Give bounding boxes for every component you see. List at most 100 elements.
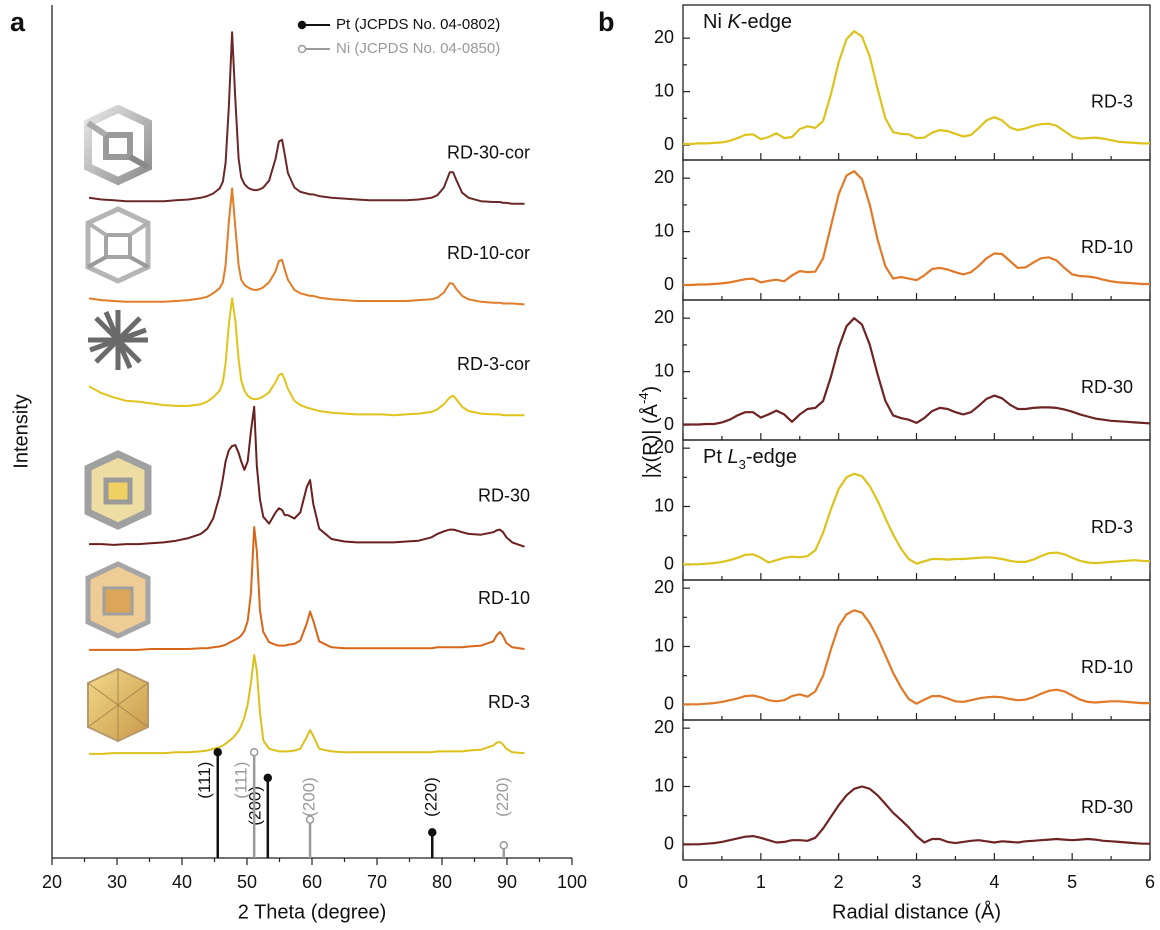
curve-label: RD-3-cor <box>457 354 530 374</box>
y-tick-label: 10 <box>654 775 674 795</box>
y-tick-label: 20 <box>654 167 674 187</box>
x-tick-label: 2 <box>834 872 844 892</box>
reference-label: (220) <box>493 777 512 817</box>
x-tick-label: 4 <box>989 872 999 892</box>
subplot-title: Pt L3-edge <box>703 446 797 472</box>
exafs-curve <box>683 30 1150 146</box>
y-tick-label: 20 <box>654 577 674 597</box>
x-tick-label: 100 <box>557 872 587 892</box>
x-tick-label: 40 <box>172 872 192 892</box>
y-tick-label: 10 <box>654 220 674 240</box>
x-tick-label: 60 <box>302 872 322 892</box>
exafs-curve <box>683 317 1151 426</box>
y-tick-label: 20 <box>654 437 674 457</box>
curve-label: RD-3 <box>1091 91 1133 111</box>
y-tick-label: 0 <box>664 414 674 434</box>
reference-marker <box>249 747 259 757</box>
reference-marker <box>213 747 222 757</box>
subplot-title-part: 3 <box>739 457 746 472</box>
curve-label: RD-10 <box>478 588 530 608</box>
x-tick-label: 30 <box>107 872 127 892</box>
panel-letter: a <box>10 7 26 37</box>
curve-label: RD-10 <box>1081 237 1133 257</box>
icon-core-shell <box>85 561 151 639</box>
subplot-title-part: Ni <box>703 11 727 33</box>
reference-label: (111) <box>232 762 251 799</box>
xrd-curve <box>89 526 525 651</box>
curve-label: RD-3 <box>488 692 530 712</box>
icon-spikes <box>88 310 148 370</box>
y-axis-label-part: ) <box>640 386 662 393</box>
y-tick-label: 10 <box>654 495 674 515</box>
curve-label: RD-30 <box>478 485 530 505</box>
subplot-title: Ni K-edge <box>703 11 792 33</box>
legend-marker <box>297 20 307 30</box>
xrd-curve <box>88 297 525 417</box>
y-tick-label: 0 <box>664 834 674 854</box>
curve-label: RD-10 <box>1081 657 1133 677</box>
subplot-title-part: Pt <box>703 446 727 468</box>
x-tick-label: 0 <box>678 872 688 892</box>
y-tick-label: 0 <box>664 134 674 154</box>
y-tick-label: 0 <box>664 694 674 714</box>
exafs-curve <box>683 170 1150 287</box>
reference-label: (111) <box>195 762 214 799</box>
subplot-title-part: L <box>727 446 738 468</box>
y-axis-label-part: -4 <box>636 392 651 404</box>
subplot-frame <box>682 299 1151 441</box>
legend-label: Pt (JCPDS No. 04-0802) <box>336 16 500 33</box>
x-tick-label: 1 <box>756 872 766 892</box>
legend-marker <box>297 44 307 54</box>
icon-frame-thin <box>85 206 151 284</box>
panel-letter: b <box>598 7 615 37</box>
y-axis-label-part: |χ(R)| (Å <box>639 403 662 478</box>
y-axis-label: |χ(R)| (Å-4) <box>636 386 662 478</box>
xrd-curve <box>88 187 525 306</box>
y-tick-label: 20 <box>654 307 674 327</box>
subplot-title-part: K <box>727 11 742 33</box>
reference-marker <box>263 773 273 783</box>
curve-label: RD-10-cor <box>447 243 530 263</box>
curve-label: RD-30-cor <box>447 142 530 162</box>
x-tick-label: 80 <box>432 872 452 892</box>
x-tick-label: 90 <box>497 872 517 892</box>
x-axis-label: 2 Theta (degree) <box>238 901 387 923</box>
exafs-curve <box>683 785 1150 846</box>
exafs-curve <box>683 609 1150 706</box>
x-tick-label: 5 <box>1067 872 1077 892</box>
y-tick-label: 0 <box>664 554 674 574</box>
y-axis-label: Intensity <box>10 394 32 468</box>
y-tick-label: 10 <box>654 635 674 655</box>
exafs-curve <box>683 472 1151 566</box>
y-tick-label: 10 <box>654 80 674 100</box>
subplot-title-part: -edge <box>741 11 792 33</box>
x-tick-label: 70 <box>367 872 387 892</box>
y-tick-label: 0 <box>664 274 674 294</box>
legend-label: Ni (JCPDS No. 04-0850) <box>336 40 500 57</box>
curve-label: RD-30 <box>1081 797 1133 817</box>
x-tick-label: 3 <box>911 872 921 892</box>
xrd-curve <box>89 405 525 548</box>
curve-label: RD-3 <box>1091 517 1133 537</box>
reference-label: (200) <box>300 777 319 817</box>
y-tick-label: 20 <box>654 717 674 737</box>
x-tick-label: 6 <box>1145 872 1155 892</box>
y-tick-label: 20 <box>654 27 674 47</box>
reference-marker <box>305 815 315 824</box>
reference-label: (220) <box>422 777 441 817</box>
xrd-curve <box>89 654 525 755</box>
xrd-curve <box>88 31 525 205</box>
reference-marker <box>428 828 437 837</box>
subplot-title-part: -edge <box>746 446 797 468</box>
x-tick-label: 20 <box>42 872 62 892</box>
curve-label: RD-30 <box>1081 377 1133 397</box>
x-axis-label: Radial distance (Å) <box>832 900 1001 923</box>
icon-solid <box>87 667 149 743</box>
reference-marker <box>499 840 508 850</box>
icon-frame-thick <box>84 104 152 186</box>
y-tick-label: 10 <box>654 360 674 380</box>
x-tick-label: 50 <box>237 872 257 892</box>
icon-core-frame <box>84 450 152 530</box>
